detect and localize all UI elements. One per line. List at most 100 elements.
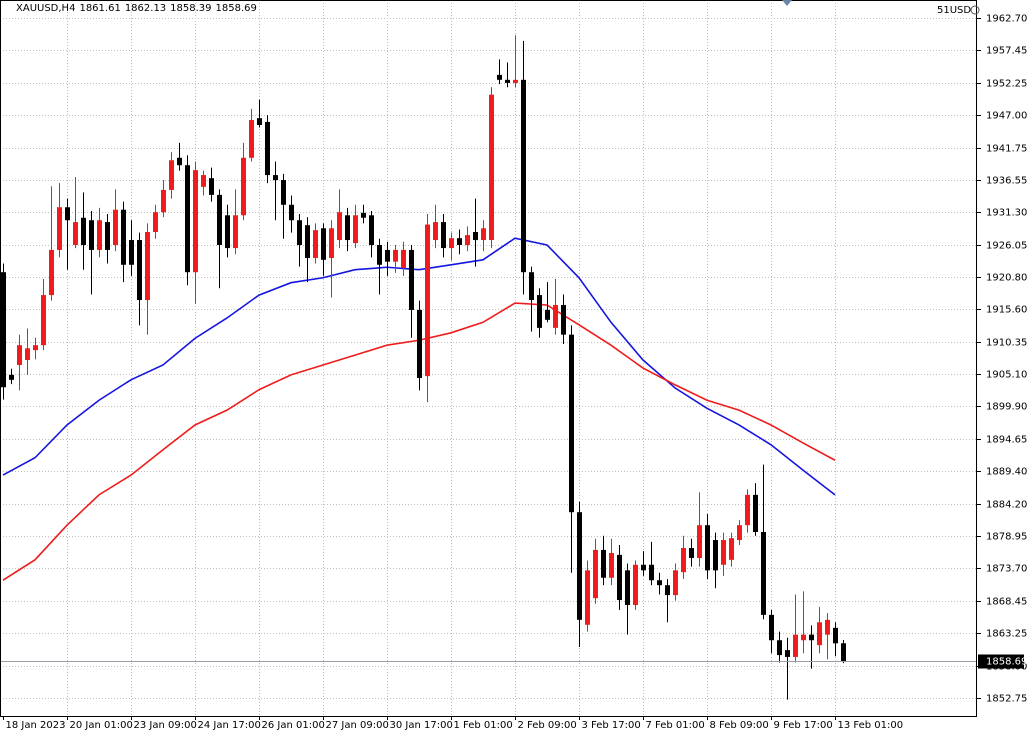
- symbol: XAUUSD,H4: [16, 3, 76, 14]
- candle-body: [89, 220, 94, 250]
- candle-body: [409, 249, 414, 310]
- y-tick-label: 1910.35: [986, 338, 1027, 349]
- chart-header: XAUUSD,H4 1861.61 1862.13 1858.39 1858.6…: [16, 3, 257, 14]
- candle-body: [97, 220, 102, 250]
- candle-body: [145, 231, 150, 301]
- candle-body: [73, 222, 78, 245]
- candle-body: [433, 222, 438, 241]
- x-tick-label: 13 Feb 01:00: [838, 720, 904, 731]
- low: 1858.39: [170, 3, 212, 14]
- plot-frame: [0, 0, 977, 717]
- candle-body: [353, 215, 358, 244]
- candle-body: [369, 215, 374, 245]
- x-tick-label: 9 Feb 17:00: [774, 720, 833, 731]
- x-tick-label: 8 Feb 09:00: [710, 720, 769, 731]
- candle-body: [609, 553, 614, 578]
- y-tick-label: 1868.45: [986, 597, 1027, 608]
- candle-body: [521, 79, 526, 273]
- candle-body: [65, 207, 70, 221]
- candle-body: [305, 225, 310, 258]
- candle-body: [585, 570, 590, 625]
- candle-body: [337, 212, 342, 241]
- x-tick-label: 30 Jan 17:00: [390, 720, 453, 731]
- y-tick-label: 1894.65: [986, 435, 1027, 446]
- candle-body: [665, 585, 670, 596]
- candle-body: [785, 650, 790, 657]
- x-tick-label: 24 Jan 17:00: [198, 720, 261, 731]
- candle-body: [593, 549, 598, 599]
- candle-body: [817, 622, 822, 646]
- candle-body: [129, 240, 134, 265]
- account-label: 51USD: [937, 5, 971, 16]
- candle-body: [569, 334, 574, 513]
- price-label: 1858.69: [986, 657, 1027, 668]
- grid: [0, 0, 977, 716]
- candle-body: [225, 215, 230, 249]
- candle-body: [345, 215, 350, 241]
- candle-body: [833, 627, 838, 644]
- candle-body: [721, 540, 726, 565]
- candle-body: [505, 79, 510, 83]
- candle-body: [641, 564, 646, 571]
- candle-body: [649, 564, 654, 581]
- candle-body: [41, 295, 46, 346]
- candle-body: [121, 209, 126, 265]
- candle-body: [273, 175, 278, 181]
- candle-body: [9, 374, 14, 380]
- y-tick-label: 1920.80: [986, 273, 1027, 284]
- candle-body: [257, 118, 262, 125]
- y-tick-label: 1915.60: [986, 305, 1027, 316]
- candle-body: [825, 619, 830, 635]
- candle-body: [425, 224, 430, 377]
- close: 1858.69: [215, 3, 257, 14]
- y-tick-label: 1905.10: [986, 370, 1027, 381]
- candle-body: [377, 244, 382, 265]
- candle-body: [153, 212, 158, 232]
- candle-body: [49, 249, 54, 296]
- candle-body: [385, 249, 390, 262]
- candle-body: [393, 249, 398, 262]
- candle-body: [497, 74, 502, 80]
- price-label-box: [978, 654, 1024, 669]
- candle-body: [417, 309, 422, 378]
- candle-body: [217, 194, 222, 245]
- candle-body: [401, 249, 406, 268]
- candle-body: [177, 157, 182, 166]
- y-tick-label: 1884.20: [986, 500, 1027, 511]
- y-tick-label: 1936.55: [986, 176, 1027, 187]
- y-tick-label: 1962.70: [986, 14, 1027, 25]
- y-tick-label: 1889.40: [986, 467, 1027, 478]
- candle-body: [529, 272, 534, 301]
- candle-body: [617, 554, 622, 601]
- candle-body: [25, 348, 30, 361]
- x-tick-label: 20 Jan 01:00: [70, 720, 133, 731]
- candle-body: [329, 228, 334, 258]
- candle-body: [681, 548, 686, 573]
- candle-body: [201, 175, 206, 187]
- candle-body: [161, 189, 166, 213]
- candle-body: [657, 580, 662, 586]
- candle-body: [297, 220, 302, 245]
- x-tick-label: 1 Feb 01:00: [454, 720, 513, 731]
- candle-body: [673, 570, 678, 596]
- candle-body: [465, 235, 470, 245]
- candle-body: [577, 512, 582, 620]
- y-tick-label: 1852.75: [986, 694, 1027, 705]
- candle-body: [801, 634, 806, 641]
- y-tick-label: 1873.70: [986, 564, 1027, 575]
- candle-body: [185, 165, 190, 273]
- axes: 1962.70 1957.45 1952.25 1947.00 1941.75 1936.…: [3, 14, 1027, 731]
- x-tick-label: 27 Jan 09:00: [326, 720, 389, 731]
- candle-body: [553, 304, 558, 328]
- y-tick-label: 1957.45: [986, 46, 1027, 57]
- candle-body: [17, 345, 22, 365]
- candle-body: [209, 178, 214, 195]
- candle-body: [105, 222, 110, 250]
- candle-body: [281, 180, 286, 205]
- candle-body: [545, 309, 550, 320]
- candle-body: [537, 295, 542, 328]
- candle-body: [841, 643, 846, 662]
